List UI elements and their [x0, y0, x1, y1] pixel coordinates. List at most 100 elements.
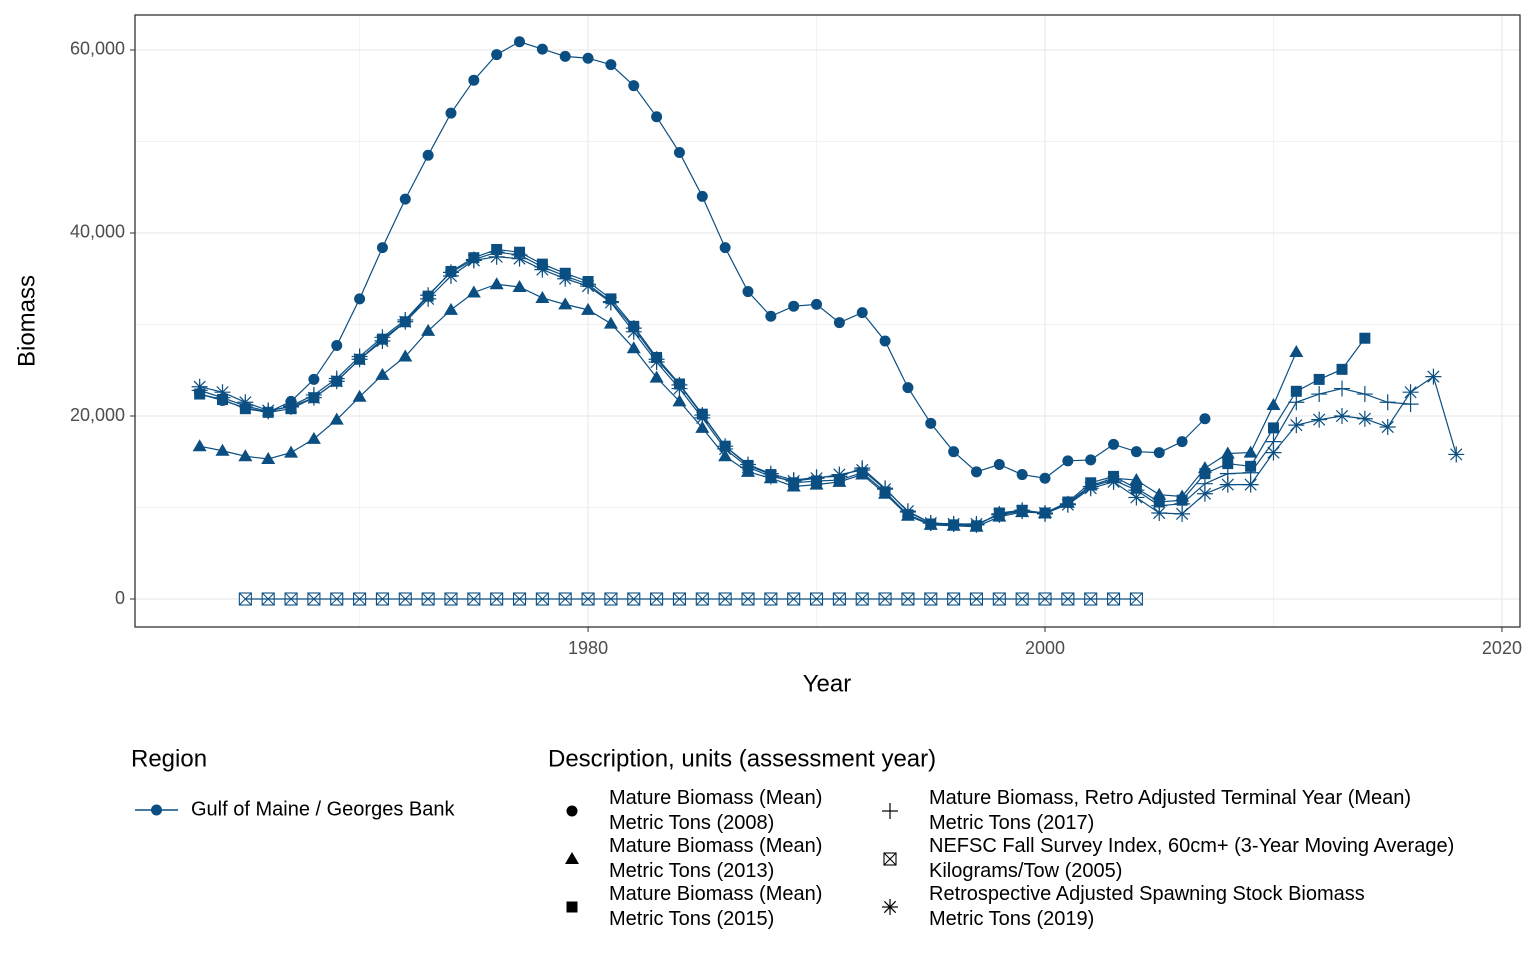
marker-part [581, 302, 596, 315]
marker-part [353, 592, 367, 606]
legend-label: Mature Biomass, Retro Adjusted Terminal … [929, 787, 1411, 834]
marker-boxx [992, 592, 1006, 606]
marker-part [399, 193, 411, 205]
marker-part [1266, 398, 1281, 411]
marker-part [925, 417, 937, 429]
marker-asterisk [1288, 417, 1305, 434]
marker-part [581, 279, 595, 293]
marker-part [604, 592, 618, 606]
marker-part [673, 382, 686, 395]
marker-part [1290, 385, 1302, 397]
marker-asterisk [1265, 444, 1282, 461]
marker-asterisk [991, 506, 1008, 523]
marker-part [811, 298, 823, 310]
marker-part [566, 805, 578, 817]
marker-part [626, 341, 641, 354]
marker-boxx [512, 592, 527, 606]
marker-part [992, 592, 1006, 606]
marker-part [649, 370, 664, 383]
marker-boxx [764, 592, 778, 606]
marker-part [398, 592, 412, 606]
marker-part [581, 592, 595, 606]
marker-square [1267, 422, 1279, 434]
marker-part [787, 592, 801, 606]
marker-part [856, 307, 868, 319]
marker-asterisk [420, 290, 437, 307]
marker-part [536, 592, 549, 606]
marker-asterisk [625, 323, 642, 340]
marker-boxx [1015, 592, 1029, 606]
marker-part [970, 592, 983, 606]
marker-asterisk [580, 278, 597, 295]
marker-part [901, 592, 915, 606]
marker-boxx [535, 592, 549, 606]
marker-asterisk [237, 394, 254, 411]
marker-asterisk [351, 351, 368, 368]
y-tick-label: 20,000 [70, 405, 125, 425]
marker-part [992, 592, 1006, 606]
marker-asterisk [1059, 496, 1076, 513]
marker-circle [788, 300, 800, 312]
marker-part [262, 404, 275, 417]
marker-part [535, 290, 550, 303]
marker-part [883, 852, 897, 866]
marker-part [1039, 472, 1051, 484]
marker-triangle [1243, 445, 1258, 458]
marker-boxx [672, 592, 686, 606]
marker-part [1129, 473, 1144, 486]
marker-circle [331, 340, 343, 352]
marker-part [1336, 363, 1348, 375]
marker-part [1061, 592, 1075, 606]
marker-asterisk [877, 481, 894, 498]
marker-asterisk [511, 250, 528, 267]
marker-boxx [855, 592, 869, 606]
marker-asterisk [328, 373, 345, 390]
marker-boxx [330, 592, 344, 606]
marker-boxx [467, 592, 481, 606]
marker-part [1084, 592, 1098, 606]
marker-boxx [741, 592, 755, 606]
marker-asterisk [945, 515, 962, 532]
marker-triangle [558, 297, 573, 310]
marker-part [491, 49, 503, 61]
marker-square [1313, 373, 1325, 385]
marker-part [627, 592, 641, 606]
marker-asterisk [694, 409, 711, 426]
marker-part [422, 149, 434, 161]
marker-part [306, 431, 321, 444]
marker-part [1313, 373, 1325, 385]
marker-part [558, 297, 573, 310]
marker-part [627, 592, 641, 606]
marker-part [1153, 506, 1166, 520]
marker-asterisk [1402, 384, 1419, 401]
marker-part [1130, 446, 1142, 458]
marker-asterisk [465, 252, 482, 269]
marker-part [695, 592, 709, 606]
marker-circle [445, 107, 457, 119]
marker-circle [1176, 436, 1188, 448]
marker-part [810, 472, 823, 485]
marker-part [566, 901, 578, 913]
marker-circle [468, 74, 480, 86]
marker-circle [582, 52, 594, 64]
marker-part [354, 293, 366, 305]
marker-asterisk [283, 398, 300, 415]
legend-label: Mature Biomass (Mean) Metric Tons (2013) [609, 835, 822, 882]
marker-circle [651, 111, 663, 123]
marker-part [330, 592, 344, 606]
marker-circle [514, 36, 526, 48]
marker-part [833, 468, 846, 481]
marker-asterisk [305, 389, 322, 406]
marker-part [467, 592, 481, 606]
marker-part [672, 592, 686, 606]
marker-part [558, 592, 572, 606]
marker-part [650, 592, 664, 606]
marker-circle [1016, 469, 1028, 481]
marker-part [261, 592, 275, 606]
marker-part [1107, 475, 1120, 489]
marker-circle [1039, 472, 1051, 484]
marker-part [582, 52, 594, 64]
marker-part [809, 592, 824, 606]
marker-part [741, 461, 755, 474]
marker-triangle [565, 852, 579, 864]
